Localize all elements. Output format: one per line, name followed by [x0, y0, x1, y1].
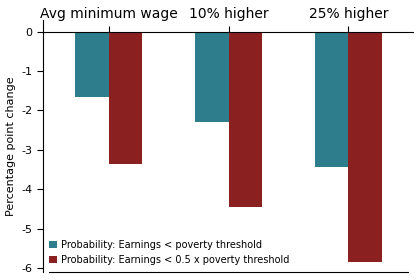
- Bar: [109, 32, 142, 164]
- Bar: [315, 32, 349, 167]
- Bar: [349, 32, 382, 262]
- Y-axis label: Percentage point change: Percentage point change: [5, 76, 16, 216]
- Bar: [228, 32, 262, 207]
- Bar: [75, 32, 109, 97]
- Bar: [195, 32, 228, 122]
- Legend: Probability: Earnings < poverty threshold, Probability: Earnings < 0.5 x poverty: Probability: Earnings < poverty threshol…: [47, 238, 291, 267]
